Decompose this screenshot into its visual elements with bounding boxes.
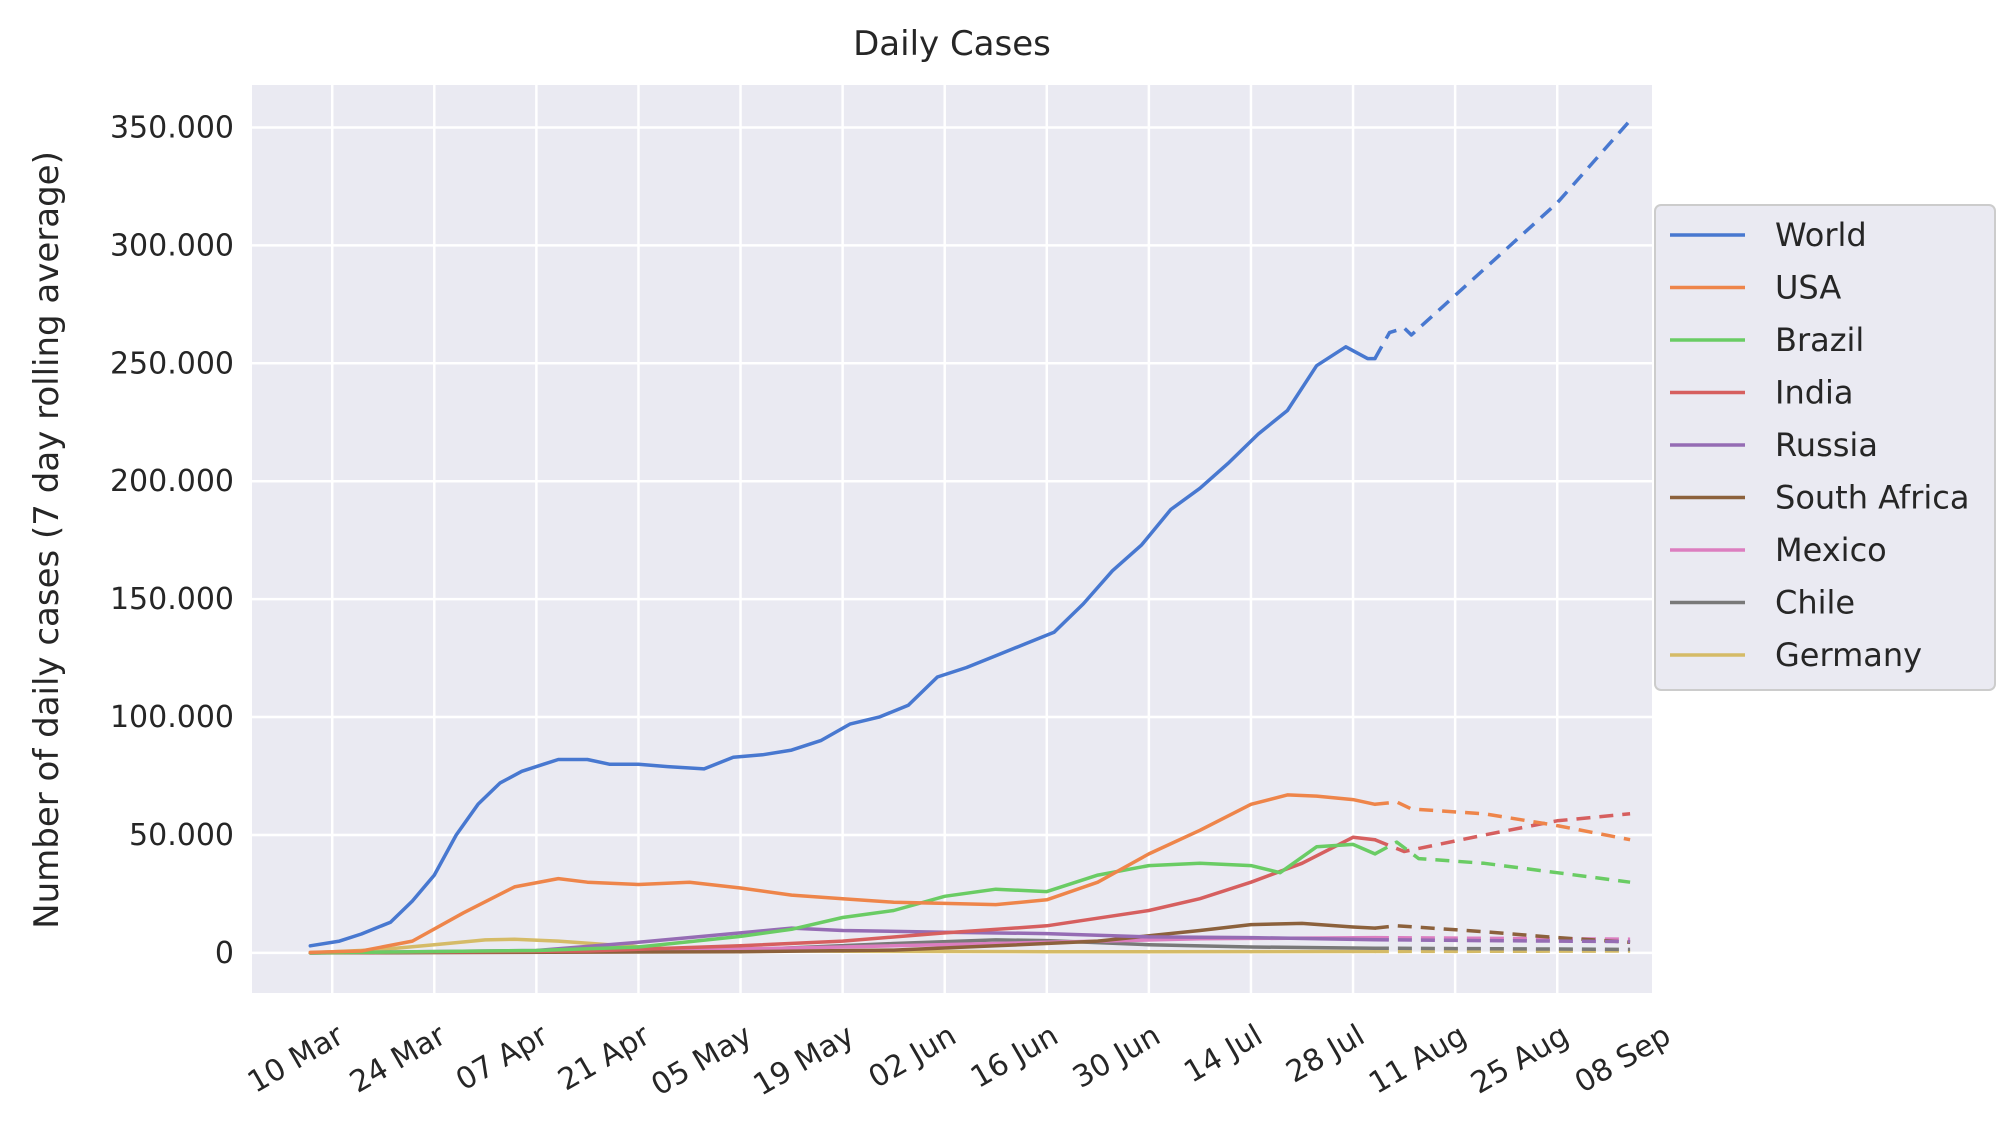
legend-label-germany: Germany xyxy=(1775,636,1922,674)
y-tick-label: 300.000 xyxy=(110,228,234,263)
x-tick-label: 10 Mar xyxy=(242,1018,350,1101)
series-line-india xyxy=(308,835,1377,955)
series-line-brazil xyxy=(308,842,1377,955)
plot-area xyxy=(252,85,1652,993)
legend-label-chile: Chile xyxy=(1775,584,1855,622)
x-tick-label: 02 Jun xyxy=(863,1018,962,1096)
series-forecast-russia xyxy=(1374,937,1631,944)
x-tick-label: 19 May xyxy=(748,1018,861,1103)
y-tick-label: 200.000 xyxy=(110,464,234,499)
series-line-russia xyxy=(308,926,1377,955)
x-tick-label: 24 Mar xyxy=(344,1018,452,1101)
legend-label-mexico: Mexico xyxy=(1775,531,1887,569)
legend-label-world: World xyxy=(1775,216,1867,254)
legend-label-india: India xyxy=(1775,374,1854,412)
x-tick-label: 14 Jul xyxy=(1178,1018,1268,1090)
legend-label-south-africa: South Africa xyxy=(1775,479,1969,517)
legend-box xyxy=(1654,204,1996,691)
x-tick-label: 07 Apr xyxy=(450,1018,554,1098)
legend-label-russia: Russia xyxy=(1775,426,1878,464)
series-forecast-mexico xyxy=(1374,935,1631,941)
series-forecast-india xyxy=(1374,812,1631,854)
x-tick-label: 21 Apr xyxy=(552,1018,656,1098)
x-tick-label: 08 Sep xyxy=(1569,1018,1677,1100)
y-axis-label: Number of daily cases (7 day rolling ave… xyxy=(27,151,67,929)
x-tick-label: 25 Aug xyxy=(1465,1018,1575,1101)
y-tick-label: 0 xyxy=(215,936,234,971)
y-tick-label: 250.000 xyxy=(110,346,234,381)
y-tick-label: 150.000 xyxy=(110,582,234,617)
x-tick-label: 16 Jun xyxy=(965,1018,1064,1096)
y-tick-label: 350.000 xyxy=(110,110,234,145)
series-forecast-chile xyxy=(1374,946,1631,952)
series-forecast-south-africa xyxy=(1374,924,1631,945)
series-line-usa xyxy=(308,793,1377,955)
x-tick-label: 30 Jun xyxy=(1067,1018,1166,1096)
x-tick-label: 11 Aug xyxy=(1363,1018,1473,1101)
chart-title: Daily Cases xyxy=(853,24,1051,64)
legend-label-brazil: Brazil xyxy=(1775,321,1864,359)
x-tick-label: 05 May xyxy=(646,1018,759,1103)
y-axis-tick-labels: 0 50.000 100.000 150.000 200.000 250.000 300.0… xyxy=(110,110,234,970)
y-tick-label: 50.000 xyxy=(129,818,234,853)
series-lines xyxy=(308,119,1632,955)
legend-label-usa: USA xyxy=(1775,269,1841,307)
y-tick-label: 100.000 xyxy=(110,700,234,735)
series-forecast-germany xyxy=(1374,949,1631,954)
series-forecast-usa xyxy=(1374,800,1631,842)
legend: World USA Brazil India Russia South Africa Mex… xyxy=(1654,204,1996,691)
x-tick-label: 28 Jul xyxy=(1280,1018,1370,1090)
series-line-world xyxy=(308,345,1377,948)
series-forecast-world xyxy=(1373,119,1632,360)
